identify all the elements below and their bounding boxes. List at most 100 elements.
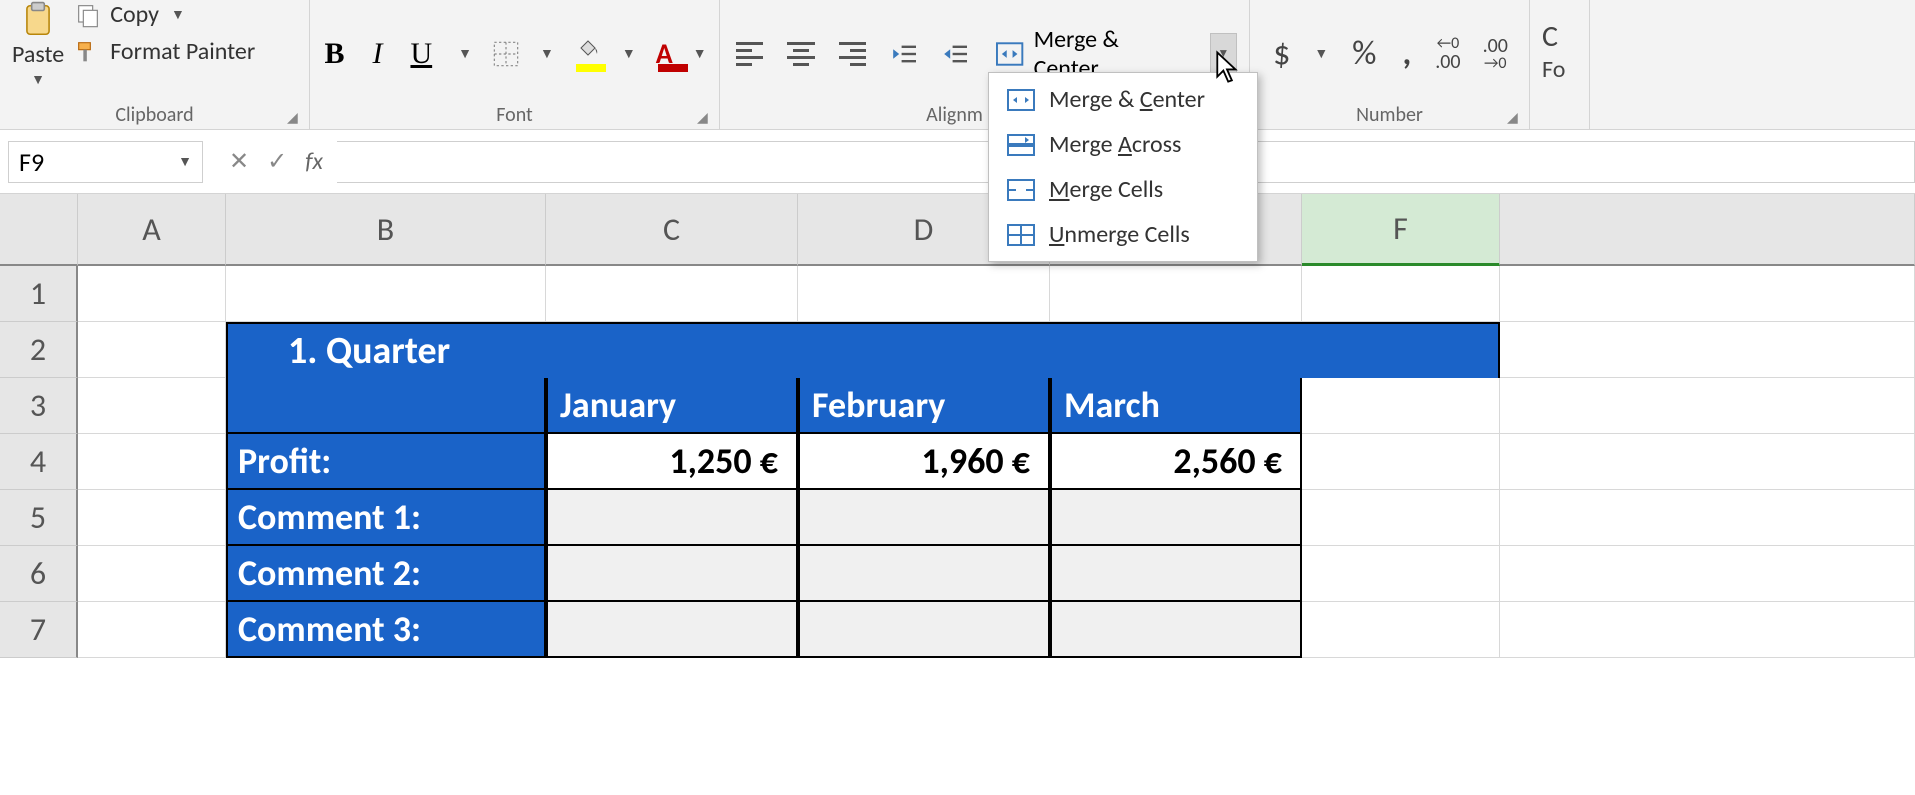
table-title[interactable]: 1. Quarter bbox=[226, 322, 1500, 378]
bold-button[interactable]: B bbox=[318, 35, 350, 73]
cell-a7[interactable] bbox=[78, 602, 226, 658]
table-header-jan[interactable]: January bbox=[546, 378, 798, 434]
merge-menu-unmerge-cells[interactable]: Unmerge Cells bbox=[989, 212, 1257, 257]
formula-enter-button[interactable]: ✓ bbox=[267, 147, 287, 176]
worksheet[interactable]: A B C D F 1 2 1. Quarter 3 January Febru… bbox=[0, 194, 1915, 658]
borders-button[interactable] bbox=[492, 39, 520, 69]
paste-dropdown-arrow[interactable]: ▼ bbox=[31, 71, 45, 88]
row-header-4[interactable]: 4 bbox=[0, 434, 78, 490]
cell-g4[interactable] bbox=[1500, 434, 1915, 490]
cell-g7[interactable] bbox=[1500, 602, 1915, 658]
table-profit-jan[interactable]: 1,250 € bbox=[546, 434, 798, 490]
cell-f5[interactable] bbox=[1302, 490, 1500, 546]
merge-menu-merge-across[interactable]: Merge Across bbox=[989, 122, 1257, 167]
font-color-dropdown-arrow[interactable]: ▼ bbox=[689, 41, 711, 66]
percent-button[interactable]: % bbox=[1346, 31, 1382, 76]
merge-across-menu-icon bbox=[1007, 134, 1035, 156]
col-header-c[interactable]: C bbox=[546, 194, 798, 266]
align-center-button[interactable] bbox=[783, 36, 818, 72]
decrease-indent-button[interactable] bbox=[886, 36, 921, 72]
cell-f1[interactable] bbox=[1302, 266, 1500, 322]
table-comment2-feb[interactable] bbox=[798, 546, 1050, 602]
formula-cancel-button[interactable]: ✕ bbox=[229, 147, 249, 176]
table-header-feb[interactable]: February bbox=[798, 378, 1050, 434]
fill-color-dropdown-arrow[interactable]: ▼ bbox=[618, 41, 640, 66]
cell-g5[interactable] bbox=[1500, 490, 1915, 546]
table-header-mar[interactable]: March bbox=[1050, 378, 1302, 434]
merge-menu-label-0: Merge & Center bbox=[1049, 85, 1205, 114]
decrease-decimal-button[interactable]: .00 →0 bbox=[1479, 34, 1512, 74]
merge-menu-merge-cells[interactable]: Merge Cells bbox=[989, 167, 1257, 212]
cell-g3[interactable] bbox=[1500, 378, 1915, 434]
table-rowlabel-profit[interactable]: Profit: bbox=[226, 434, 546, 490]
cell-a1[interactable] bbox=[78, 266, 226, 322]
increase-decimal-button[interactable]: ←0 .00 bbox=[1431, 34, 1464, 74]
unmerge-cells-menu-icon bbox=[1007, 224, 1035, 246]
paste-button[interactable]: Paste ▼ bbox=[12, 0, 64, 88]
italic-button[interactable]: I bbox=[366, 35, 388, 73]
table-profit-feb[interactable]: 1,960 € bbox=[798, 434, 1050, 490]
row-header-6[interactable]: 6 bbox=[0, 546, 78, 602]
underline-button[interactable]: U bbox=[404, 35, 438, 73]
cell-f7[interactable] bbox=[1302, 602, 1500, 658]
table-comment2-mar[interactable] bbox=[1050, 546, 1302, 602]
align-right-button[interactable] bbox=[835, 36, 870, 72]
select-all-corner[interactable] bbox=[0, 194, 78, 266]
row-header-3[interactable]: 3 bbox=[0, 378, 78, 434]
currency-dropdown-arrow[interactable]: ▼ bbox=[1310, 41, 1332, 66]
ribbon-group-clipboard: Paste ▼ Copy ▼ Format Painter Clipboard … bbox=[0, 0, 310, 129]
cell-e1[interactable] bbox=[1050, 266, 1302, 322]
cell-f3[interactable] bbox=[1302, 378, 1500, 434]
table-comment2-jan[interactable] bbox=[546, 546, 798, 602]
col-header-f[interactable]: F bbox=[1302, 194, 1500, 266]
cell-g1[interactable] bbox=[1500, 266, 1915, 322]
table-comment1-feb[interactable] bbox=[798, 490, 1050, 546]
col-header-a[interactable]: A bbox=[78, 194, 226, 266]
cell-g6[interactable] bbox=[1500, 546, 1915, 602]
row-header-2[interactable]: 2 bbox=[0, 322, 78, 378]
table-comment3-mar[interactable] bbox=[1050, 602, 1302, 658]
font-color-button[interactable]: A bbox=[656, 36, 673, 72]
row-header-7[interactable]: 7 bbox=[0, 602, 78, 658]
fill-color-button[interactable] bbox=[574, 36, 602, 72]
currency-button[interactable]: $ bbox=[1267, 31, 1296, 76]
align-left-button[interactable] bbox=[732, 36, 767, 72]
underline-dropdown-arrow[interactable]: ▼ bbox=[454, 41, 476, 66]
increase-indent-button[interactable] bbox=[937, 36, 972, 72]
name-box[interactable]: F9 ▼ bbox=[8, 141, 203, 183]
cell-a6[interactable] bbox=[78, 546, 226, 602]
row-header-5[interactable]: 5 bbox=[0, 490, 78, 546]
cell-f4[interactable] bbox=[1302, 434, 1500, 490]
cell-f6[interactable] bbox=[1302, 546, 1500, 602]
table-comment3-feb[interactable] bbox=[798, 602, 1050, 658]
cell-c1[interactable] bbox=[546, 266, 798, 322]
cell-a5[interactable] bbox=[78, 490, 226, 546]
name-box-dropdown-arrow[interactable]: ▼ bbox=[178, 153, 192, 170]
cell-d1[interactable] bbox=[798, 266, 1050, 322]
table-comment1-jan[interactable] bbox=[546, 490, 798, 546]
cell-a4[interactable] bbox=[78, 434, 226, 490]
table-comment1-mar[interactable] bbox=[1050, 490, 1302, 546]
row-header-1[interactable]: 1 bbox=[0, 266, 78, 322]
comma-button[interactable]: , bbox=[1396, 31, 1417, 76]
table-rowlabel-comment1[interactable]: Comment 1: bbox=[226, 490, 546, 546]
col-header-g[interactable] bbox=[1500, 194, 1915, 266]
table-rowlabel-comment3[interactable]: Comment 3: bbox=[226, 602, 546, 658]
table-header-empty[interactable] bbox=[226, 378, 546, 434]
cell-a2[interactable] bbox=[78, 322, 226, 378]
table-comment3-jan[interactable] bbox=[546, 602, 798, 658]
number-launcher-icon[interactable]: ◢ bbox=[1507, 109, 1523, 125]
cell-b1[interactable] bbox=[226, 266, 546, 322]
cell-a3[interactable] bbox=[78, 378, 226, 434]
clipboard-launcher-icon[interactable]: ◢ bbox=[287, 109, 303, 125]
cell-g2[interactable] bbox=[1500, 322, 1915, 378]
copy-button[interactable]: Copy ▼ bbox=[74, 0, 255, 29]
copy-dropdown-arrow[interactable]: ▼ bbox=[167, 2, 189, 27]
col-header-b[interactable]: B bbox=[226, 194, 546, 266]
format-painter-button[interactable]: Format Painter bbox=[74, 37, 255, 66]
fx-icon[interactable]: fx bbox=[305, 147, 323, 176]
table-rowlabel-comment2[interactable]: Comment 2: bbox=[226, 546, 546, 602]
increase-indent-icon bbox=[940, 42, 970, 66]
borders-dropdown-arrow[interactable]: ▼ bbox=[536, 41, 558, 66]
table-profit-mar[interactable]: 2,560 € bbox=[1050, 434, 1302, 490]
